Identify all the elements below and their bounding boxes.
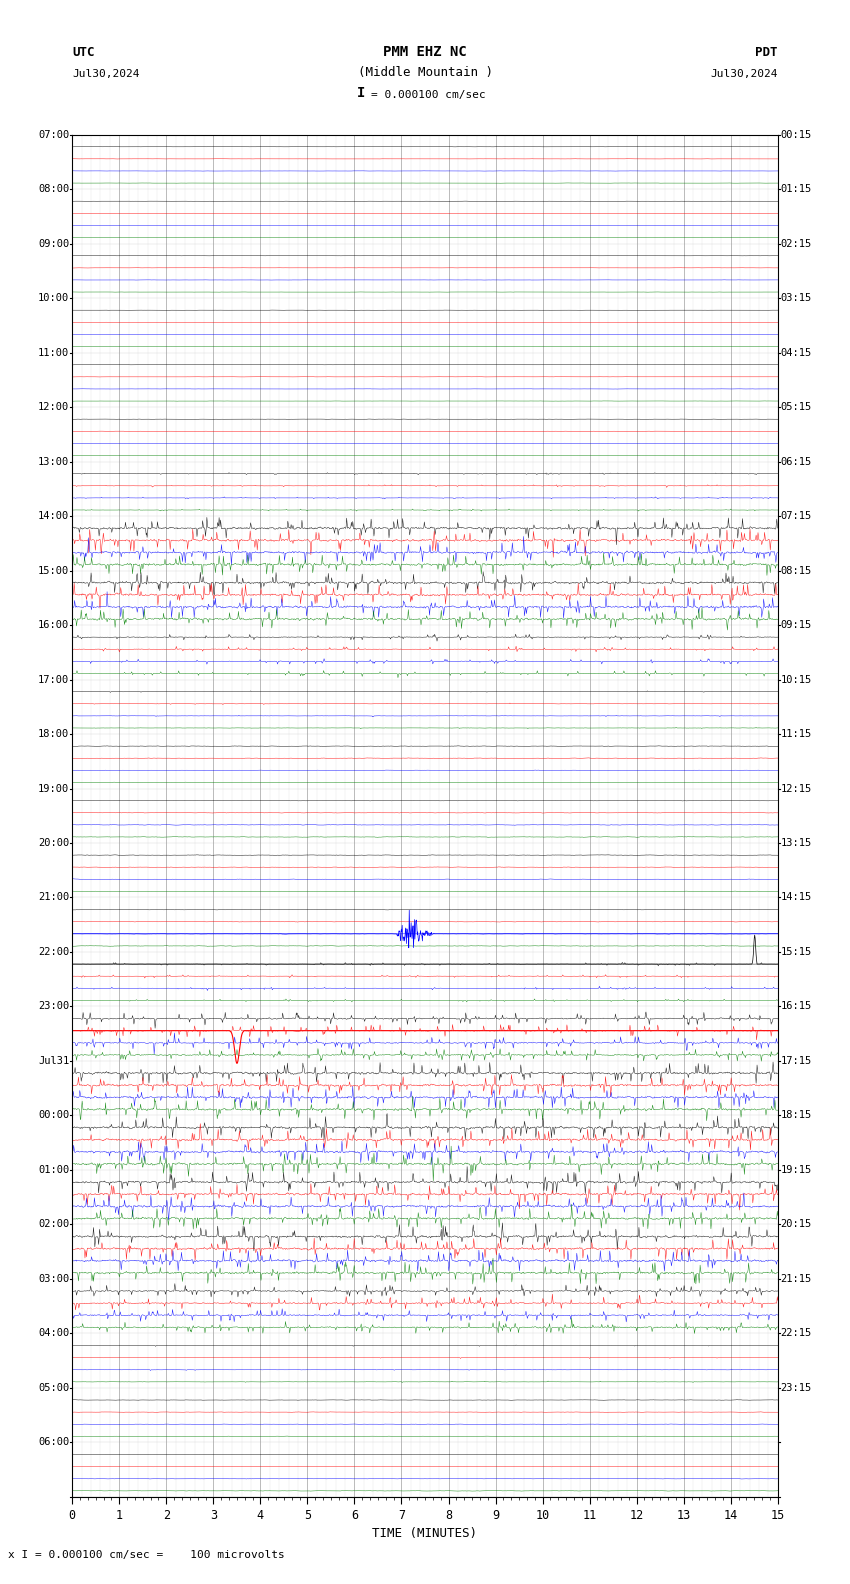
Text: 07:15: 07:15 bbox=[780, 512, 812, 521]
Text: 22:15: 22:15 bbox=[780, 1329, 812, 1338]
Text: 12:00: 12:00 bbox=[38, 402, 70, 412]
Text: 01:00: 01:00 bbox=[38, 1164, 70, 1175]
Text: 00:15: 00:15 bbox=[780, 130, 812, 139]
Text: 08:00: 08:00 bbox=[38, 184, 70, 195]
Text: 05:15: 05:15 bbox=[780, 402, 812, 412]
Text: 13:00: 13:00 bbox=[38, 456, 70, 467]
Text: 20:00: 20:00 bbox=[38, 838, 70, 847]
Text: 09:00: 09:00 bbox=[38, 239, 70, 249]
Text: x I = 0.000100 cm/sec =    100 microvolts: x I = 0.000100 cm/sec = 100 microvolts bbox=[8, 1551, 286, 1560]
Text: PDT: PDT bbox=[756, 46, 778, 59]
Text: 18:00: 18:00 bbox=[38, 729, 70, 740]
Text: 03:15: 03:15 bbox=[780, 293, 812, 303]
Text: 08:15: 08:15 bbox=[780, 565, 812, 575]
Text: 05:00: 05:00 bbox=[38, 1383, 70, 1392]
Text: 00:00: 00:00 bbox=[38, 1110, 70, 1120]
Text: 23:00: 23:00 bbox=[38, 1001, 70, 1012]
Text: 10:15: 10:15 bbox=[780, 675, 812, 684]
Text: 06:15: 06:15 bbox=[780, 456, 812, 467]
Text: 18:15: 18:15 bbox=[780, 1110, 812, 1120]
Text: 12:15: 12:15 bbox=[780, 784, 812, 794]
Text: 14:00: 14:00 bbox=[38, 512, 70, 521]
Text: 21:15: 21:15 bbox=[780, 1274, 812, 1285]
Text: Jul31: Jul31 bbox=[38, 1057, 70, 1066]
Text: 14:15: 14:15 bbox=[780, 892, 812, 903]
Text: 19:15: 19:15 bbox=[780, 1164, 812, 1175]
Text: 22:00: 22:00 bbox=[38, 947, 70, 957]
Text: 23:15: 23:15 bbox=[780, 1383, 812, 1392]
Text: = 0.000100 cm/sec: = 0.000100 cm/sec bbox=[371, 90, 486, 100]
X-axis label: TIME (MINUTES): TIME (MINUTES) bbox=[372, 1527, 478, 1540]
Text: 09:15: 09:15 bbox=[780, 619, 812, 630]
Text: 02:15: 02:15 bbox=[780, 239, 812, 249]
Text: 11:00: 11:00 bbox=[38, 347, 70, 358]
Text: 10:00: 10:00 bbox=[38, 293, 70, 303]
Text: 19:00: 19:00 bbox=[38, 784, 70, 794]
Text: 04:15: 04:15 bbox=[780, 347, 812, 358]
Text: 02:00: 02:00 bbox=[38, 1220, 70, 1229]
Text: 17:00: 17:00 bbox=[38, 675, 70, 684]
Text: 07:00: 07:00 bbox=[38, 130, 70, 139]
Text: (Middle Mountain ): (Middle Mountain ) bbox=[358, 67, 492, 79]
Text: UTC: UTC bbox=[72, 46, 94, 59]
Text: 15:15: 15:15 bbox=[780, 947, 812, 957]
Text: 16:00: 16:00 bbox=[38, 619, 70, 630]
Text: 21:00: 21:00 bbox=[38, 892, 70, 903]
Text: 11:15: 11:15 bbox=[780, 729, 812, 740]
Text: 17:15: 17:15 bbox=[780, 1057, 812, 1066]
Text: 01:15: 01:15 bbox=[780, 184, 812, 195]
Text: Jul30,2024: Jul30,2024 bbox=[711, 70, 778, 79]
Text: 16:15: 16:15 bbox=[780, 1001, 812, 1012]
Text: Jul30,2024: Jul30,2024 bbox=[72, 70, 139, 79]
Text: 03:00: 03:00 bbox=[38, 1274, 70, 1285]
Text: 04:00: 04:00 bbox=[38, 1329, 70, 1338]
Text: 15:00: 15:00 bbox=[38, 565, 70, 575]
Text: 20:15: 20:15 bbox=[780, 1220, 812, 1229]
Text: 13:15: 13:15 bbox=[780, 838, 812, 847]
Text: 06:00: 06:00 bbox=[38, 1437, 70, 1448]
Text: I: I bbox=[357, 86, 366, 100]
Text: PMM EHZ NC: PMM EHZ NC bbox=[383, 44, 467, 59]
